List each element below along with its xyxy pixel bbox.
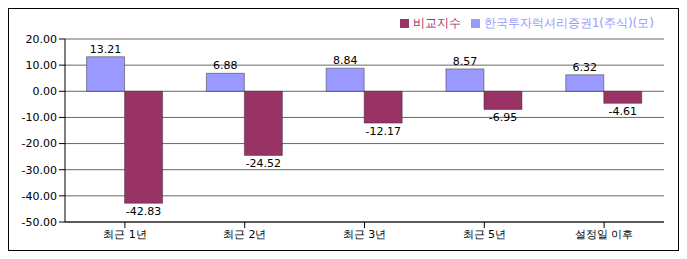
svg-text:20.00: 20.00 bbox=[26, 33, 58, 46]
svg-text:8.57: 8.57 bbox=[453, 55, 478, 68]
html-text:비교지수: 비교지수 bbox=[412, 16, 461, 30]
html-text:한국투자럭셔리증권1(주식)(모): 한국투자럭셔리증권1(주식)(모) bbox=[483, 16, 654, 30]
svg-text:최근 5년: 최근 5년 bbox=[463, 228, 507, 241]
svg-text:-4.61: -4.61 bbox=[609, 105, 637, 118]
svg-text:-20.00: -20.00 bbox=[22, 137, 57, 150]
svg-text:-6.95: -6.95 bbox=[489, 111, 517, 124]
svg-text:-10.00: -10.00 bbox=[22, 111, 57, 124]
svg-text:최근 1년: 최근 1년 bbox=[103, 228, 147, 241]
svg-text:0.00: 0.00 bbox=[33, 85, 58, 98]
svg-text:6.32: 6.32 bbox=[573, 61, 598, 74]
svg-text:-12.17: -12.17 bbox=[365, 125, 400, 138]
svg-text:8.84: 8.84 bbox=[333, 54, 358, 67]
svg-text:설정일 이후: 설정일 이후 bbox=[575, 228, 634, 241]
svg-text:6.88: 6.88 bbox=[213, 59, 238, 72]
svg-text:최근 2년: 최근 2년 bbox=[223, 228, 267, 241]
svg-text:최근 3년: 최근 3년 bbox=[343, 228, 387, 241]
svg-text:-40.00: -40.00 bbox=[22, 190, 57, 203]
svg-text:10.00: 10.00 bbox=[26, 59, 58, 72]
svg-text:-24.52: -24.52 bbox=[246, 157, 281, 170]
svg-text:-42.83: -42.83 bbox=[126, 205, 161, 218]
svg-text:-50.00: -50.00 bbox=[22, 216, 57, 229]
svg-text:13.21: 13.21 bbox=[90, 43, 122, 56]
svg-text:-30.00: -30.00 bbox=[22, 164, 57, 177]
